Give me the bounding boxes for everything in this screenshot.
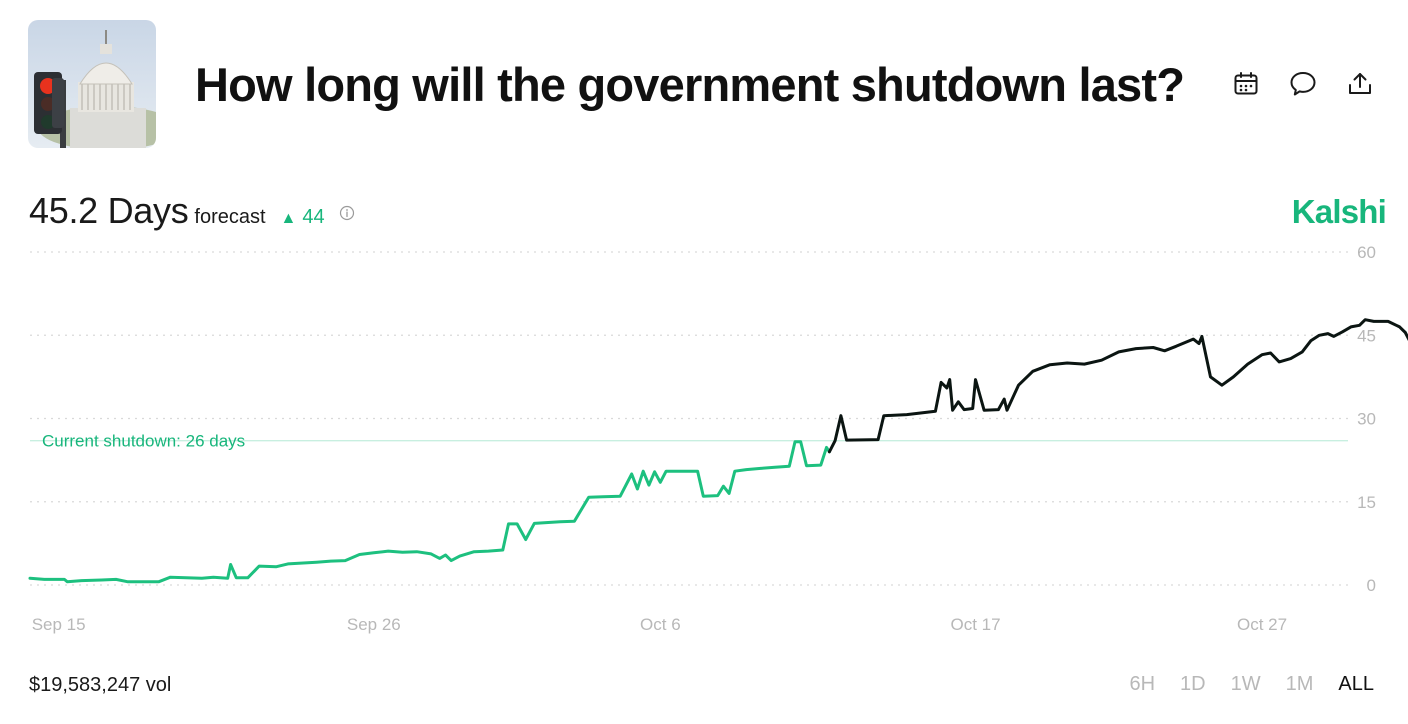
info-icon[interactable] (339, 205, 355, 221)
chart-series (28, 318, 1408, 584)
brand-logo[interactable]: Kalshi (1291, 193, 1387, 230)
range-1m[interactable]: 1M (1285, 673, 1314, 695)
x-tick-label: Oct 17 (950, 615, 1000, 634)
series-line-0 (28, 440, 831, 584)
forecast-chart: Current shutdown: 26 days 0 15 30 45 60 Sep … (28, 243, 1408, 634)
y-axis-ticks: 0 15 30 45 60 (1357, 243, 1376, 595)
y-tick-label: 60 (1357, 243, 1376, 262)
range-1d[interactable]: 1D (1180, 673, 1206, 695)
forecast-change-value: 44 (302, 206, 325, 228)
comment-button[interactable] (1283, 64, 1323, 104)
x-tick-label: Oct 27 (1237, 615, 1287, 634)
forecast-summary: 45.2 Days forecast ▲ 44 (29, 190, 355, 236)
speech-bubble-icon (1290, 72, 1316, 96)
y-tick-label: 45 (1357, 326, 1376, 345)
range-6h[interactable]: 6H (1129, 673, 1156, 695)
y-tick-label: 15 (1357, 493, 1376, 512)
share-button[interactable] (1340, 64, 1380, 104)
capitol-dome-image (28, 20, 156, 148)
forecast-change: ▲ 44 (281, 206, 325, 229)
share-upload-icon (1349, 73, 1371, 94)
forecast-label: forecast (194, 206, 266, 228)
time-range-selector: 6H 1D 1W 1M ALL (1129, 673, 1374, 696)
y-tick-label: 30 (1357, 410, 1376, 429)
range-all[interactable]: ALL (1338, 673, 1374, 695)
triangle-up-icon: ▲ (280, 210, 297, 227)
forecast-value: 45.2 Days (29, 190, 189, 231)
chart-grid (30, 251, 1348, 586)
range-1w[interactable]: 1W (1230, 673, 1261, 695)
calendar-icon (1234, 72, 1258, 95)
x-axis-ticks: Sep 15 Sep 26 Oct 6 Oct 17 Oct 27 (32, 615, 1287, 634)
reference-line-label: Current shutdown: 26 days (42, 432, 245, 451)
x-tick-label: Sep 15 (32, 615, 86, 634)
x-tick-label: Sep 26 (347, 615, 401, 634)
page-title: How long will the government shutdown la… (195, 58, 1185, 111)
header-actions (1226, 64, 1380, 104)
market-image (28, 20, 156, 148)
calendar-button[interactable] (1226, 64, 1266, 104)
series-line-1 (827, 318, 1408, 454)
volume-text: $19,583,247 vol (29, 674, 172, 696)
x-tick-label: Oct 6 (640, 615, 681, 634)
reference-line-group: Current shutdown: 26 days (30, 432, 1348, 451)
y-tick-label: 0 (1367, 576, 1376, 595)
